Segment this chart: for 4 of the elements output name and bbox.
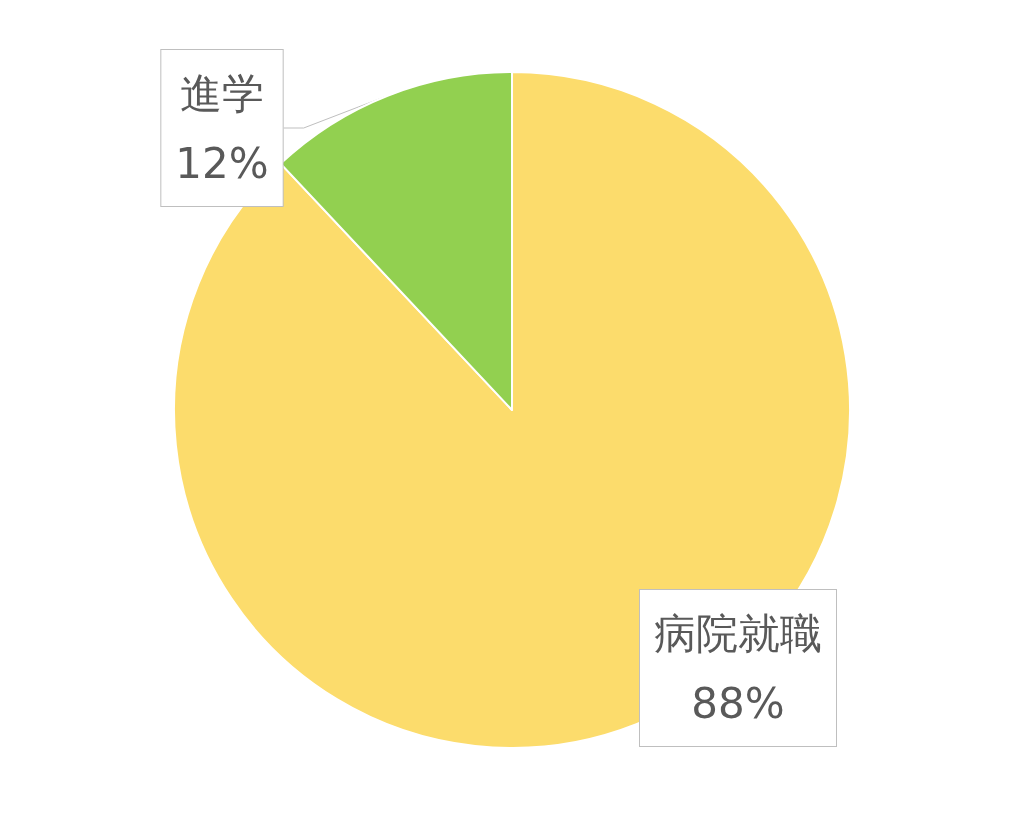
data-label: 12% [175,138,269,188]
slice-label: 病院就職 [654,608,822,658]
slice-label: 進学 [180,68,264,118]
data-label: 88% [691,678,785,728]
